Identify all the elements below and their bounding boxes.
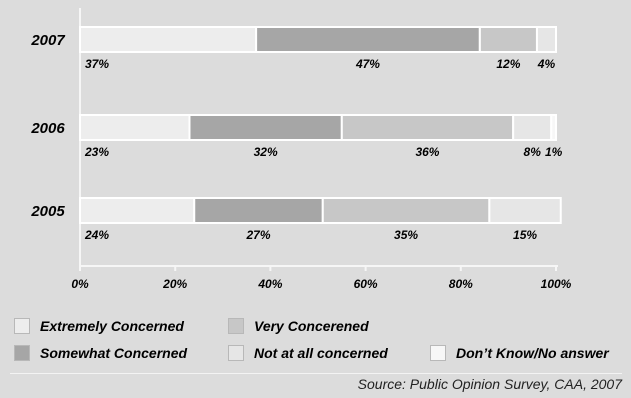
- bar-segment: [340, 114, 515, 141]
- legend-label-not-at-all-concerned: Not at all concerned: [254, 345, 388, 361]
- legend-item-somewhat-concerned: Somewhat Concerned: [14, 345, 187, 361]
- bar-segment: [188, 114, 343, 141]
- bar-segment: [255, 26, 481, 53]
- y-category-label: 2006: [30, 120, 65, 137]
- bar-data-label: 36%: [415, 145, 439, 159]
- legend-label-very-concerened: Very Concerened: [254, 318, 369, 334]
- y-category-label: 2005: [30, 203, 65, 220]
- x-tick-label: 60%: [354, 277, 378, 291]
- x-tick-label: 100%: [541, 277, 572, 291]
- bar-data-label: 35%: [394, 228, 418, 242]
- bar-data-label: 37%: [85, 57, 109, 71]
- legend-item-not-at-all-concerned: Not at all concerned: [228, 345, 388, 361]
- x-tick-label: 80%: [449, 277, 473, 291]
- source-note: Source: Public Opinion Survey, CAA, 2007: [357, 376, 622, 392]
- bar-segment: [512, 114, 553, 141]
- x-tick-label: 0%: [71, 277, 89, 291]
- bar-data-label: 12%: [496, 57, 520, 71]
- legend-item-very-concerened: Very Concerened: [228, 318, 369, 334]
- legend-label-somewhat-concerned: Somewhat Concerned: [40, 345, 188, 361]
- bar-data-label: 15%: [513, 228, 537, 242]
- bar-data-label: 32%: [254, 145, 278, 159]
- bar-data-label: 47%: [355, 57, 380, 71]
- bar-segment: [488, 197, 562, 224]
- chart-legend: Extremely Concerned Very Concerened Some…: [14, 318, 631, 368]
- bar-data-label: 23%: [84, 145, 109, 159]
- bar-segment: [535, 26, 558, 53]
- x-tick-label: 40%: [257, 277, 282, 291]
- bar-data-label: 27%: [245, 228, 270, 242]
- legend-label-extremely-concerned: Extremely Concerned: [40, 318, 184, 334]
- bar-data-label: 8%: [524, 145, 542, 159]
- legend-swatch-extremely-concerned: [14, 318, 30, 334]
- source-divider: [10, 373, 622, 374]
- x-tick-label: 20%: [162, 277, 187, 291]
- legend-swatch-very-concerened: [228, 318, 244, 334]
- bar-segment: [79, 26, 258, 53]
- legend-swatch-dont-know-no-answer: [430, 345, 446, 361]
- bar-segment: [79, 197, 196, 224]
- bar-segment: [321, 197, 491, 224]
- bar-segment: [79, 114, 191, 141]
- stacked-bar-chart: 0% 20% 40% 60% 80% 100% 2007 37% 47% 12% 4% 2006 23%…: [30, 8, 572, 291]
- legend-item-dont-know-no-answer: Don’t Know/No answer: [430, 345, 609, 361]
- bar-data-label: 4%: [537, 57, 556, 71]
- legend-swatch-not-at-all-concerned: [228, 345, 244, 361]
- bar-data-label: 1%: [545, 145, 563, 159]
- legend-label-dont-know-no-answer: Don’t Know/No answer: [456, 345, 609, 361]
- legend-swatch-somewhat-concerned: [14, 345, 30, 361]
- bar-segment: [550, 114, 557, 141]
- bar-segment: [193, 197, 324, 224]
- bar-data-label: 24%: [84, 228, 109, 242]
- y-category-label: 2007: [30, 32, 65, 49]
- legend-item-extremely-concerned: Extremely Concerned: [14, 318, 184, 334]
- bar-segment: [478, 26, 538, 53]
